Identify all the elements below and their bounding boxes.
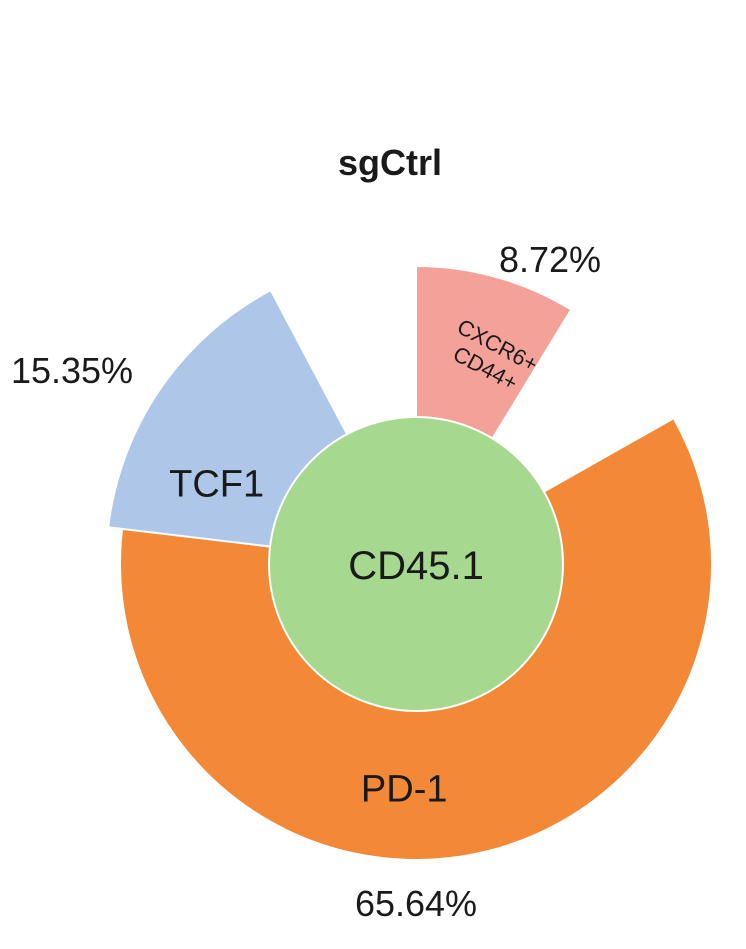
center-circle [268, 416, 564, 712]
slice-value-label: 15.35% [11, 350, 133, 391]
slice-label: TCF1 [169, 463, 264, 505]
center-label: CD45.1 [348, 544, 484, 588]
chart-title: sgCtrl [338, 142, 442, 183]
slice-value-label: 65.64% [355, 883, 477, 924]
slice-label: PD-1 [361, 769, 448, 811]
slice-value-label: 8.72% [499, 239, 601, 280]
